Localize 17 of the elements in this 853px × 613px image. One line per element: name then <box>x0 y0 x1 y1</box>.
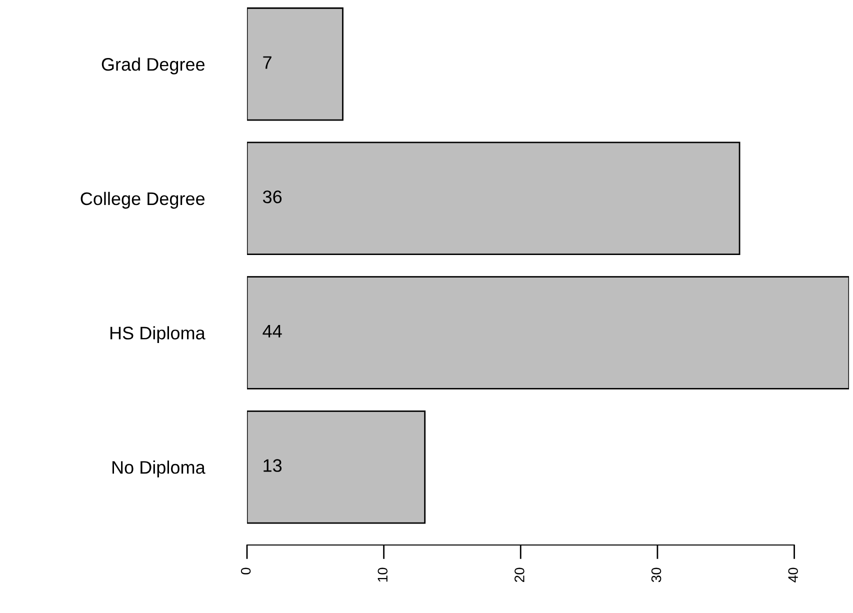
y-tick-label: College Degree <box>80 192 205 209</box>
bar <box>247 7 344 121</box>
data-label: 36 <box>262 190 282 204</box>
x-tick-label: 10 <box>378 568 388 582</box>
bar <box>247 142 740 256</box>
y-tick-label: Grad Degree <box>102 58 205 74</box>
y-tick-label: No Diploma <box>112 460 206 478</box>
data-label: 44 <box>262 324 282 338</box>
bar <box>247 410 426 524</box>
y-tick-label: HS Diploma <box>110 326 206 344</box>
data-label: 7 <box>263 56 272 69</box>
data-label: 13 <box>264 459 282 472</box>
x-tick-label: 30 <box>651 568 662 582</box>
x-tick-label: 20 <box>514 568 524 582</box>
x-tick-label: 0 <box>240 568 251 574</box>
x-tick-label: 40 <box>788 568 798 582</box>
bar <box>247 276 849 390</box>
